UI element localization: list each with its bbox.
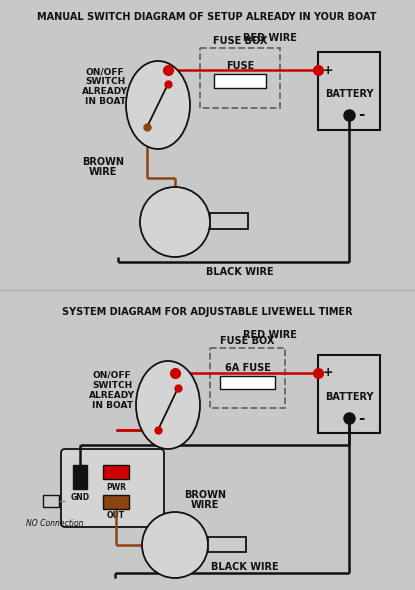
Text: BLACK WIRE: BLACK WIRE — [206, 267, 274, 277]
Text: +: + — [323, 366, 333, 379]
Text: 6A FUSE: 6A FUSE — [225, 363, 271, 373]
Text: GND: GND — [71, 493, 90, 503]
FancyBboxPatch shape — [200, 48, 280, 108]
Text: ON/OFF: ON/OFF — [85, 67, 124, 77]
Text: PUMP: PUMP — [161, 546, 189, 555]
FancyBboxPatch shape — [210, 213, 248, 229]
FancyBboxPatch shape — [103, 465, 129, 479]
FancyBboxPatch shape — [210, 348, 285, 408]
Ellipse shape — [142, 512, 208, 578]
Text: BLACK WIRE: BLACK WIRE — [211, 562, 279, 572]
FancyBboxPatch shape — [214, 74, 266, 88]
Text: ON/OFF: ON/OFF — [93, 371, 131, 379]
Text: BATTERY: BATTERY — [325, 89, 373, 99]
Text: FUSE BOX: FUSE BOX — [220, 336, 275, 346]
FancyBboxPatch shape — [318, 355, 380, 433]
FancyBboxPatch shape — [318, 52, 380, 130]
Text: SYSTEM DIAGRAM FOR ADJUSTABLE LIVEWELL TIMER: SYSTEM DIAGRAM FOR ADJUSTABLE LIVEWELL T… — [62, 307, 352, 317]
Ellipse shape — [136, 361, 200, 449]
Text: FUSE BOX: FUSE BOX — [213, 36, 267, 46]
Text: BROWN: BROWN — [82, 157, 124, 167]
FancyBboxPatch shape — [208, 537, 246, 552]
Text: IN BOAT: IN BOAT — [85, 97, 125, 107]
Text: OUT: OUT — [107, 512, 125, 520]
Text: -: - — [358, 107, 364, 123]
Ellipse shape — [140, 187, 210, 257]
Text: PWR: PWR — [106, 483, 126, 493]
FancyBboxPatch shape — [43, 495, 59, 507]
FancyBboxPatch shape — [220, 376, 275, 389]
FancyBboxPatch shape — [61, 449, 164, 527]
Text: LIVEWELL: LIVEWELL — [152, 211, 198, 221]
Text: RED WIRE: RED WIRE — [243, 33, 297, 43]
Text: SWITCH: SWITCH — [92, 381, 132, 389]
FancyBboxPatch shape — [73, 465, 87, 489]
Text: ALREADY: ALREADY — [89, 391, 135, 399]
Text: BATTERY: BATTERY — [325, 392, 373, 402]
Text: -: - — [358, 411, 364, 425]
Ellipse shape — [126, 61, 190, 149]
Text: +: + — [323, 64, 333, 77]
Text: SWITCH: SWITCH — [85, 77, 125, 87]
FancyBboxPatch shape — [103, 495, 129, 509]
Text: PUMP: PUMP — [161, 224, 189, 232]
Text: IN BOAT: IN BOAT — [91, 401, 132, 409]
Text: ALREADY: ALREADY — [82, 87, 128, 97]
Text: BROWN: BROWN — [184, 490, 226, 500]
Text: RED WIRE: RED WIRE — [243, 330, 297, 340]
Text: WIRE: WIRE — [89, 167, 117, 177]
Text: MANUAL SWITCH DIAGRAM OF SETUP ALREADY IN YOUR BOAT: MANUAL SWITCH DIAGRAM OF SETUP ALREADY I… — [37, 12, 377, 22]
Text: NO Connection: NO Connection — [26, 519, 84, 527]
Text: WIRE: WIRE — [191, 500, 219, 510]
Text: LIVEWELL: LIVEWELL — [152, 535, 198, 543]
Text: FUSE: FUSE — [226, 61, 254, 71]
